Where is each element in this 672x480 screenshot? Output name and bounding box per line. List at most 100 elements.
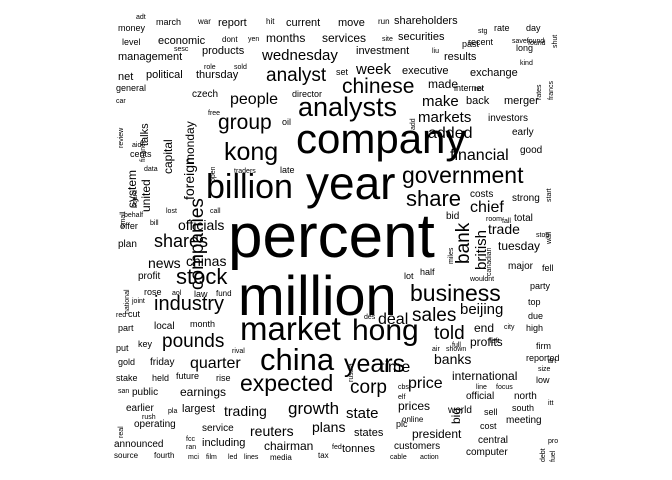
word: good [520,145,543,156]
word: strong [512,193,540,204]
word: early [512,127,534,138]
word: rise [216,373,231,383]
word: wednesday [262,47,338,64]
word: earnings [180,385,227,399]
word: ran [186,444,197,451]
word: plans [312,419,346,435]
word: local [154,321,175,332]
word: kong [224,138,279,166]
word: cable [390,454,407,461]
word: tax [318,451,329,460]
word: week [356,61,392,78]
word: results [444,51,477,63]
word: offer [120,221,138,231]
word: current [286,17,321,29]
word: group [218,111,272,134]
word: full [452,342,461,349]
word: pro [548,438,559,445]
word: reuters [250,423,294,439]
word: site [382,36,393,43]
word: bank [453,222,474,264]
word: real [118,426,125,438]
word: world [448,405,472,416]
word: stake [116,373,138,383]
word: trading [224,403,267,419]
word: wouldnt [470,276,495,283]
word: focus [496,384,513,391]
word: day [526,23,541,33]
word: months [266,31,306,45]
word: rush [142,414,156,421]
word: tuesday [498,239,541,253]
word: kind [520,60,533,67]
word: sesc [174,46,189,53]
word: management [118,51,183,63]
word: put [116,343,129,353]
word: fund [216,289,232,298]
word: oil [282,117,292,127]
word: czech [192,89,219,100]
word: itt [548,400,554,407]
word: city [504,324,515,331]
word: francs [548,80,555,100]
word: elf [398,394,406,401]
word: markets [418,109,472,126]
word: growth [288,399,340,418]
word: rose [144,287,162,297]
word: earlier [126,403,154,414]
word: fuel [550,450,557,462]
word: trade [488,221,520,237]
word: found [528,40,546,47]
word: led [228,454,238,461]
word: chinas [186,253,227,269]
word: fourth [154,451,175,460]
word: national [124,289,131,314]
word: fell [542,263,554,273]
word: low [536,375,550,385]
word: art [548,358,557,365]
word: percent [228,202,435,271]
word: corp [350,377,387,398]
word: friday [150,357,175,368]
word: fcc [186,436,195,443]
word: cut [128,309,141,319]
word: lines [244,454,259,461]
word: hong [352,314,419,347]
word: yen [248,36,260,43]
word: aol [172,290,182,297]
word: set [336,67,349,77]
word: debt [540,448,547,462]
word: general [116,83,147,93]
word: profit [138,271,161,282]
word: cents [130,149,152,159]
word: economic [158,35,206,47]
word: analyst [266,65,327,86]
word: share [406,186,462,211]
word: news [148,255,181,271]
word: bill [150,220,159,227]
word: officials [178,217,225,233]
word: customers [394,441,441,452]
word: adt [136,14,146,21]
word: year [306,157,396,209]
word: made [428,77,459,91]
word: data [144,166,158,173]
word: party [530,281,551,291]
word: action [420,454,439,461]
word: beijing [460,301,504,318]
word: years [344,350,406,378]
word: march [156,17,182,27]
word: people [230,91,279,108]
word: add [410,118,417,130]
word: monday [183,121,197,164]
word: china [260,342,335,377]
word: role [204,64,216,71]
word: banks [434,351,472,367]
word: line [476,384,487,391]
word: aid [132,142,142,149]
word: total [514,213,533,224]
word: red [116,312,127,319]
word: canadian [486,247,493,276]
word: chief [470,199,504,216]
